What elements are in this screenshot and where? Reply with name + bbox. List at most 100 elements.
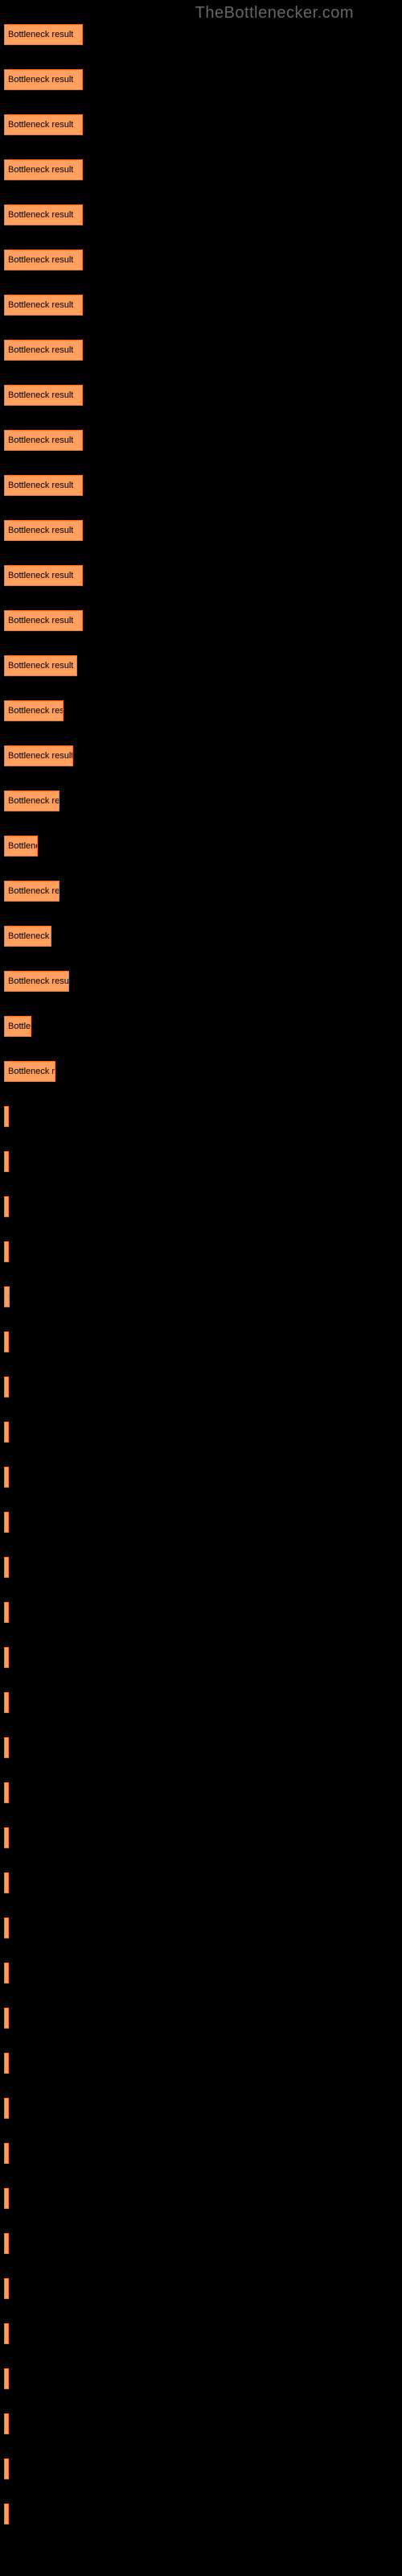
bar-row: Bottleneck result	[4, 250, 398, 270]
bar-row: Bottleneck result	[4, 745, 398, 766]
bar-row: Bottleneck result	[4, 700, 398, 721]
bar-row: Bottleneck result	[4, 69, 398, 90]
bar-row: Bottleneck result	[4, 159, 398, 180]
bar-row: Bottleneck result	[4, 1512, 398, 1533]
bar: Bottleneck result	[4, 24, 83, 45]
bar: Bottleneck result	[4, 1016, 31, 1037]
bar-row: Bottleneck result	[4, 2504, 398, 2524]
bar: Bottleneck result	[4, 2098, 9, 2119]
bar: Bottleneck result	[4, 385, 83, 406]
bar-row: Bottleneck result	[4, 2278, 398, 2299]
bar-row: Bottleneck result	[4, 2008, 398, 2029]
bar-row: Bottleneck result	[4, 1647, 398, 1668]
bar: Bottleneck result	[4, 475, 83, 496]
bar-row: Bottleneck result	[4, 2368, 398, 2389]
bar-row: Bottleneck result	[4, 1061, 398, 1082]
bar: Bottleneck result	[4, 1872, 9, 1893]
bar: Bottleneck result	[4, 295, 83, 316]
bar-row: Bottleneck result	[4, 2098, 398, 2119]
bar: Bottleneck result	[4, 1963, 9, 1984]
bar-row: Bottleneck result	[4, 204, 398, 225]
bar: Bottleneck result	[4, 1692, 9, 1713]
bar-row: Bottleneck result	[4, 2458, 398, 2479]
watermark: TheBottlenecker.com	[195, 4, 354, 23]
bar: Bottleneck result	[4, 791, 59, 811]
bar: Bottleneck result	[4, 1602, 9, 1623]
bar: Bottleneck result	[4, 1286, 10, 1307]
bar: Bottleneck result	[4, 2053, 9, 2074]
bar-row: Bottleneck result	[4, 385, 398, 406]
bar-row: Bottleneck result	[4, 2143, 398, 2164]
bar: Bottleneck result	[4, 520, 83, 541]
bar-row: Bottleneck result	[4, 655, 398, 676]
bar-row: Bottleneck result	[4, 1872, 398, 1893]
bar: Bottleneck result	[4, 2233, 9, 2254]
bar-row: Bottleneck result	[4, 475, 398, 496]
bar: Bottleneck result	[4, 1737, 9, 1758]
bar-row: Bottleneck result	[4, 1241, 398, 1262]
bar: Bottleneck result	[4, 1557, 9, 1578]
bar: Bottleneck result	[4, 1241, 9, 1262]
bar-row: Bottleneck result	[4, 1737, 398, 1758]
bar: Bottleneck result	[4, 1827, 9, 1848]
bar-row: Bottleneck result	[4, 1692, 398, 1713]
bar-row: Bottleneck result	[4, 1467, 398, 1488]
bar: Bottleneck result	[4, 159, 83, 180]
bar-row: Bottleneck result	[4, 1963, 398, 1984]
bar: Bottleneck result	[4, 971, 69, 992]
bar-row: Bottleneck result	[4, 1331, 398, 1352]
bar-row: Bottleneck result	[4, 836, 398, 857]
bar-row: Bottleneck result	[4, 1106, 398, 1127]
bar: Bottleneck result	[4, 700, 64, 721]
bar-row: Bottleneck result	[4, 791, 398, 811]
bar-row: Bottleneck result	[4, 114, 398, 135]
bar: Bottleneck result	[4, 1422, 9, 1443]
bar: Bottleneck result	[4, 250, 83, 270]
bar: Bottleneck result	[4, 2413, 9, 2434]
bar-row: Bottleneck result	[4, 430, 398, 451]
bar-row: Bottleneck result	[4, 1918, 398, 1938]
bar: Bottleneck result	[4, 1918, 9, 1938]
bar: Bottleneck result	[4, 204, 83, 225]
bar-row: Bottleneck result	[4, 2413, 398, 2434]
bar: Bottleneck result	[4, 836, 38, 857]
bar-row: Bottleneck result	[4, 1602, 398, 1623]
bar: Bottleneck result	[4, 1151, 9, 1172]
bar-row: Bottleneck result	[4, 565, 398, 586]
bar: Bottleneck result	[4, 1512, 9, 1533]
bar: Bottleneck result	[4, 2458, 9, 2479]
bar: Bottleneck result	[4, 2368, 9, 2389]
bar: Bottleneck result	[4, 655, 77, 676]
bar-row: Bottleneck result	[4, 520, 398, 541]
bar: Bottleneck result	[4, 565, 83, 586]
bar: Bottleneck result	[4, 2143, 9, 2164]
bar-row: Bottleneck result	[4, 2323, 398, 2344]
horizontal-bar-chart: Bottleneck result Bottleneck result Bottle…	[0, 0, 402, 2553]
bar-row: Bottleneck result	[4, 1151, 398, 1172]
bar-row: Bottleneck result	[4, 1782, 398, 1803]
bar-row: Bottleneck result	[4, 971, 398, 992]
bar: Bottleneck result	[4, 1782, 9, 1803]
bar: Bottleneck result	[4, 1106, 9, 1127]
bar-row: Bottleneck result	[4, 340, 398, 361]
bar: Bottleneck result	[4, 340, 83, 361]
bar: Bottleneck result	[4, 114, 83, 135]
bar-row: Bottleneck result	[4, 295, 398, 316]
bar-row: Bottleneck result	[4, 1286, 398, 1307]
bar-row: Bottleneck result	[4, 926, 398, 947]
bar: Bottleneck result	[4, 2323, 9, 2344]
bar-row: Bottleneck result	[4, 2053, 398, 2074]
bar: Bottleneck result	[4, 745, 73, 766]
bar-row: Bottleneck result	[4, 1827, 398, 1848]
bar-row: Bottleneck result	[4, 1016, 398, 1037]
bar: Bottleneck result	[4, 2504, 9, 2524]
bar: Bottleneck result	[4, 69, 83, 90]
bar-row: Bottleneck result	[4, 24, 398, 45]
bar: Bottleneck result	[4, 926, 51, 947]
bar-row: Bottleneck result	[4, 881, 398, 902]
bar: Bottleneck result	[4, 1377, 9, 1397]
bar: Bottleneck result	[4, 2188, 9, 2209]
bar: Bottleneck result	[4, 610, 83, 631]
bar: Bottleneck result	[4, 2008, 9, 2029]
bar-row: Bottleneck result	[4, 2233, 398, 2254]
